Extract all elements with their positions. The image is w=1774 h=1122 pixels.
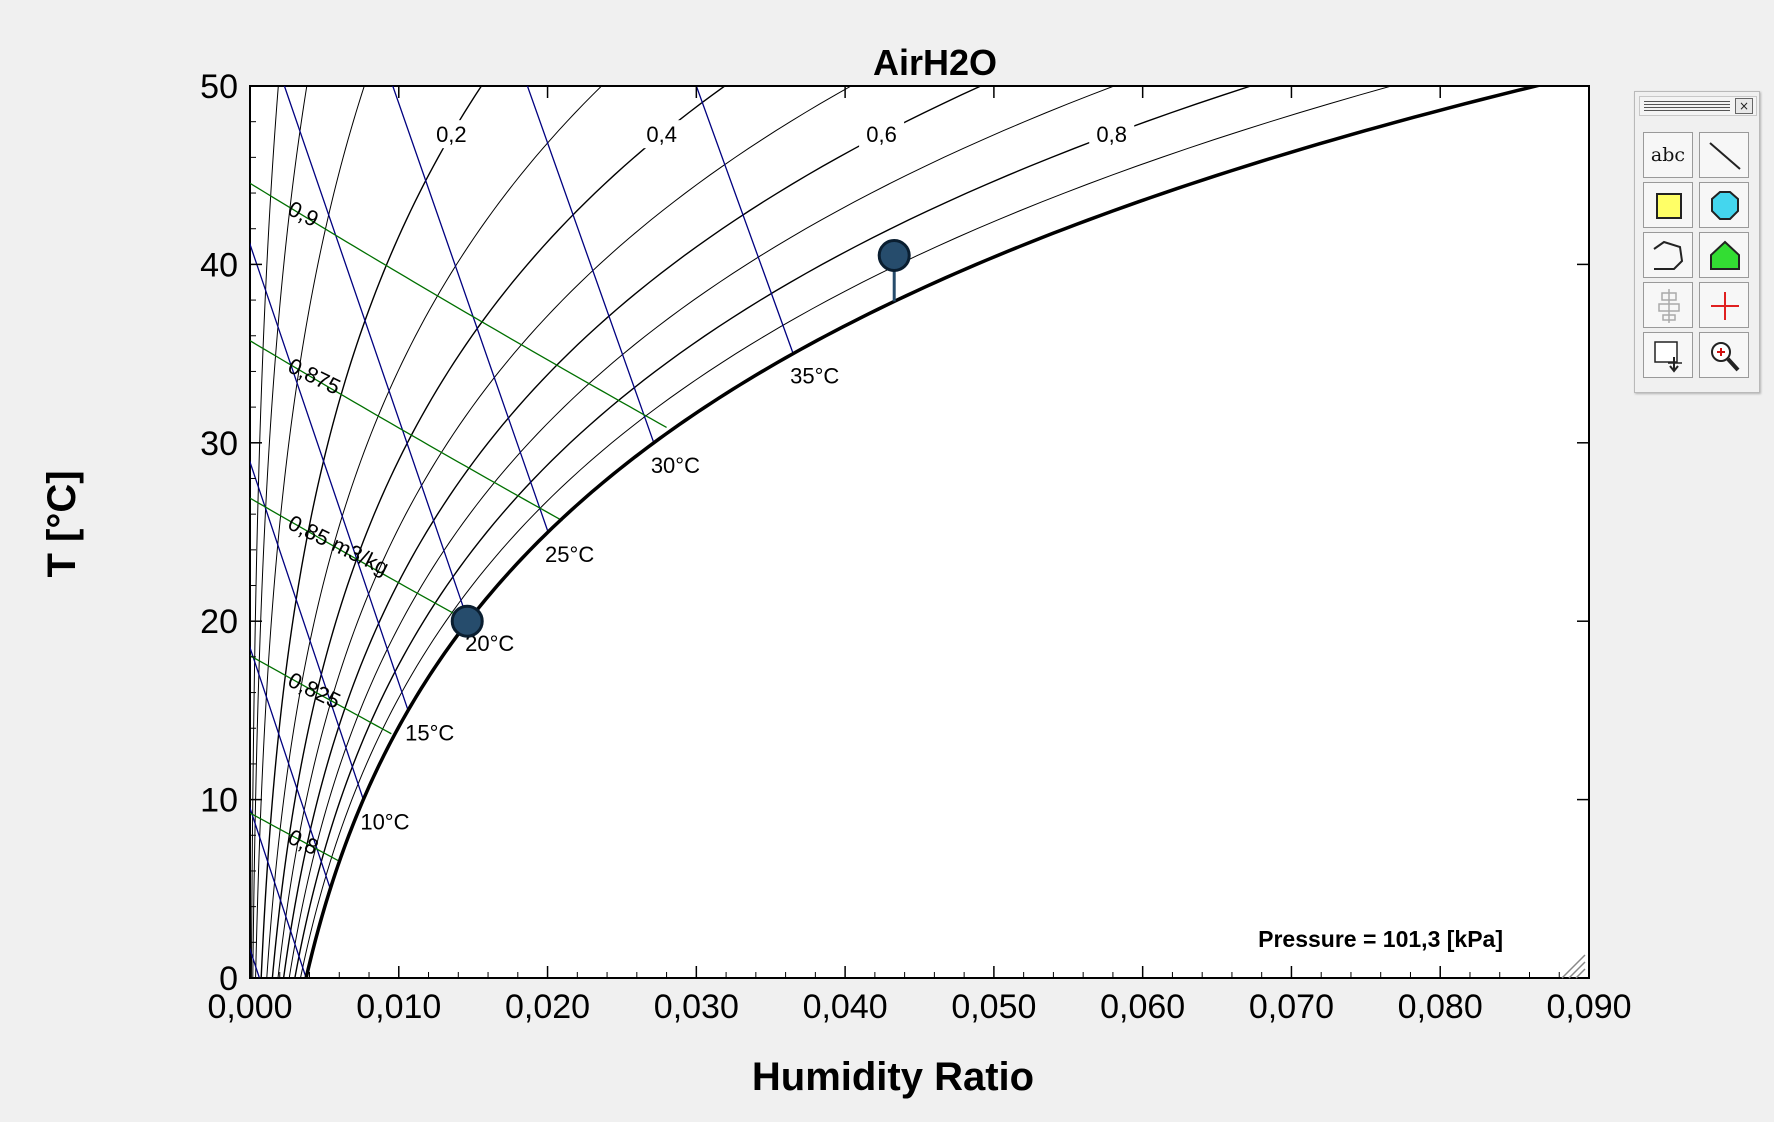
line-tool-button[interactable]	[1699, 132, 1749, 178]
rh-curve	[255, 86, 365, 978]
close-button[interactable]: ×	[1735, 98, 1753, 114]
wet-bulb-line	[695, 86, 794, 354]
zoom-tool-button[interactable]	[1699, 332, 1749, 378]
y-tick-label: 0	[219, 960, 238, 998]
rh-curve	[260, 86, 483, 978]
rh-curve	[300, 86, 1394, 978]
volume-line	[250, 812, 340, 862]
rh-label-bg	[428, 120, 474, 149]
rh-label: 0,4	[646, 122, 677, 147]
crosshair-tool-button[interactable]	[1699, 282, 1749, 328]
volume-line	[250, 655, 392, 735]
toolbar-title-bar[interactable]: ×	[1639, 96, 1757, 116]
x-tick-label: 0,090	[1546, 988, 1631, 1026]
x-tick-label: 0,050	[951, 988, 1036, 1026]
rh-label-bg	[859, 120, 905, 149]
volume-line	[250, 182, 667, 429]
ellipse-tool-button[interactable]	[1699, 182, 1749, 228]
state-point[interactable]	[877, 238, 911, 272]
x-tick-label: 0,010	[356, 988, 441, 1026]
volume-line	[250, 497, 467, 621]
rh-curve	[288, 86, 1116, 978]
rh-curve	[294, 86, 1254, 978]
y-tick-label: 40	[200, 246, 238, 284]
rh-curve	[277, 86, 853, 978]
line-tool-icon	[1709, 142, 1741, 170]
y-tick-label: 10	[200, 782, 238, 820]
wet-bulb-line	[392, 86, 549, 533]
rectangle-tool-icon	[1656, 193, 1682, 219]
saturation-line	[304, 86, 1544, 978]
pressure-annotation: Pressure = 101,3 [kPa]	[1258, 926, 1503, 952]
chart-title: AirH2O	[873, 42, 997, 83]
y-axis-label: T [°C]	[40, 470, 84, 577]
x-tick-label: 0,070	[1249, 988, 1334, 1026]
polyline-tool-icon	[1653, 240, 1684, 270]
rh-curve	[282, 86, 983, 978]
x-tick-label: 0,060	[1100, 988, 1185, 1026]
rh-curve	[266, 86, 603, 978]
y-tick-label: 30	[200, 425, 238, 463]
saturation-curve	[304, 86, 1544, 978]
x-tick-label: 0,020	[505, 988, 590, 1026]
polyline-tool-button[interactable]	[1643, 232, 1693, 278]
rectangle-tool-button[interactable]	[1643, 182, 1693, 228]
x-tick-label: 0,000	[207, 988, 292, 1026]
rh-curve	[250, 86, 279, 978]
relative-humidity-lines	[250, 86, 1394, 978]
wet-bulb-line	[250, 806, 307, 978]
wet-bulb-label: 15°C	[405, 720, 454, 745]
x-tick-label: 0,040	[803, 988, 888, 1026]
move-tool-button[interactable]	[1643, 332, 1693, 378]
move-tool-icon	[1654, 341, 1682, 373]
state-point[interactable]	[450, 604, 484, 638]
wet-bulb-label: 30°C	[651, 453, 700, 478]
rh-curve	[252, 86, 308, 978]
rh-label-bg	[1089, 120, 1135, 149]
rh-label-bg	[639, 120, 685, 149]
y-tick-label: 20	[200, 603, 238, 641]
crosshair-tool-icon	[1711, 292, 1739, 320]
text-tool-icon: abc	[1650, 144, 1686, 166]
specific-volume-lines	[250, 182, 667, 862]
wet-bulb-label: 35°C	[790, 364, 839, 389]
drawing-toolbar: × abc	[1634, 91, 1760, 393]
wet-bulb-line	[526, 86, 655, 444]
zoom-tool-icon	[1711, 342, 1740, 372]
state-points[interactable]	[450, 238, 911, 638]
curve-labels: 0,2 0,4 0,6 0,810°C15°C20°C25°C30°C35°C0,80…	[284, 120, 1135, 860]
x-axis-label: Humidity Ratio	[752, 1055, 1034, 1099]
wet-bulb-label: 10°C	[360, 810, 409, 835]
wet-bulb-line	[250, 645, 331, 890]
rh-label: 0,8	[1096, 122, 1127, 147]
align-tool-icon	[1658, 289, 1680, 323]
volume-line	[250, 340, 563, 522]
wet-bulb-label: 25°C	[545, 542, 594, 567]
ellipse-tool-icon	[1711, 191, 1739, 220]
resize-grip-icon[interactable]	[1561, 954, 1586, 979]
align-tool-button[interactable]	[1643, 282, 1693, 328]
polygon-tool-button[interactable]	[1699, 232, 1749, 278]
wet-bulb-line	[250, 460, 364, 800]
x-tick-label: 0,080	[1398, 988, 1483, 1026]
x-tick-label: 0,030	[654, 988, 739, 1026]
rh-curve	[271, 86, 726, 978]
polygon-tool-icon	[1710, 240, 1740, 270]
wet-bulb-line	[283, 86, 469, 622]
y-tick-label: 50	[200, 68, 238, 106]
plot-area	[249, 85, 1590, 979]
rh-label: 0,6	[866, 122, 897, 147]
drag-grip-icon[interactable]	[1644, 101, 1730, 111]
rh-label: 0,2	[436, 122, 467, 147]
axes: 0,000 0,010 0,020 0,030 0,040 0,050 0,060 0,070…	[200, 68, 1631, 1026]
text-tool-button[interactable]: abc	[1643, 132, 1693, 178]
